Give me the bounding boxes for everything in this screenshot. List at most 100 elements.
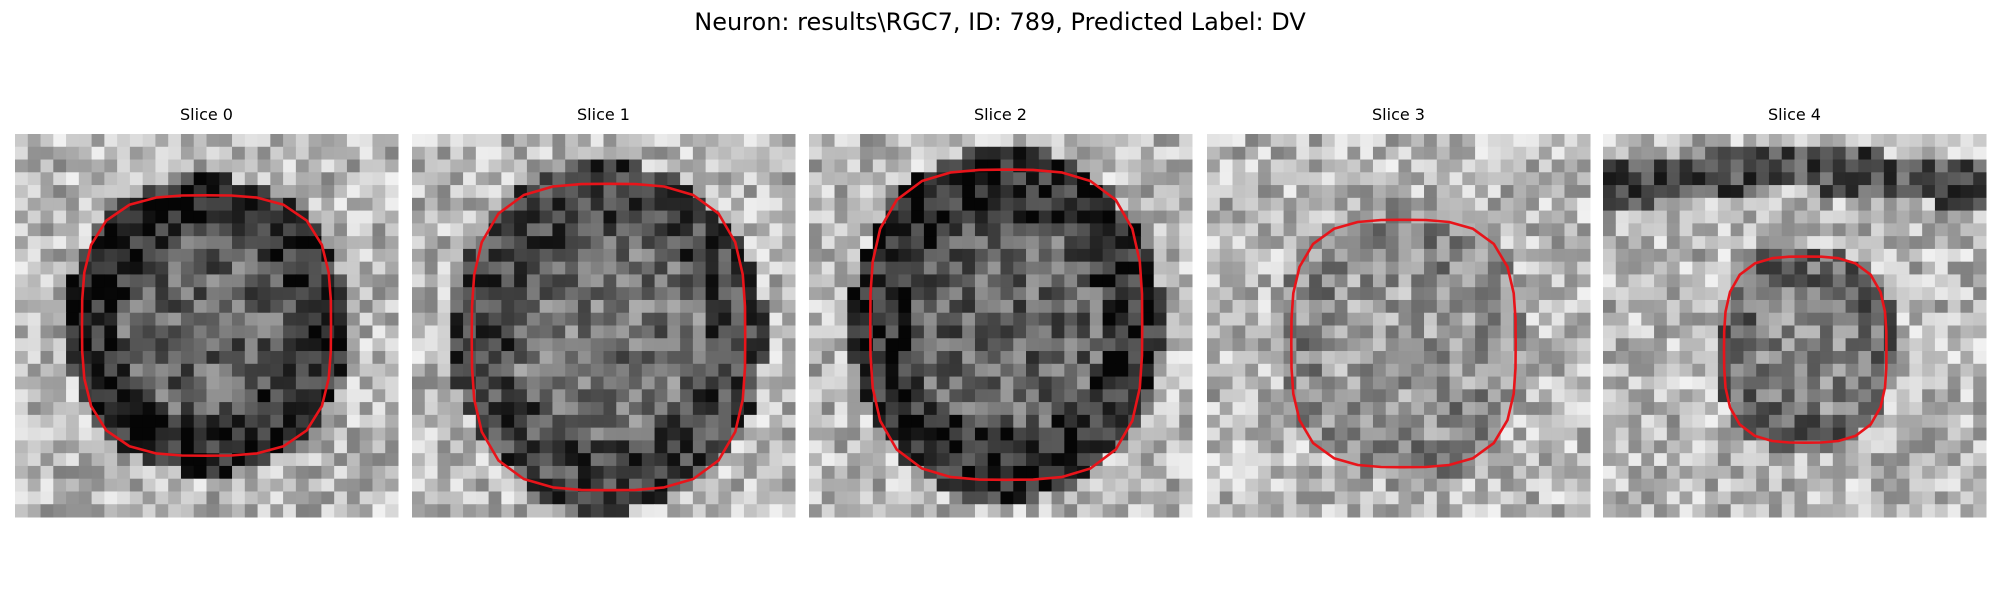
pixel <box>1051 210 1065 224</box>
pixel <box>885 172 899 186</box>
pixel <box>1973 299 1987 314</box>
pixel <box>66 261 80 275</box>
pixel <box>782 325 796 339</box>
pixel <box>692 146 707 161</box>
pixel <box>1896 287 1910 301</box>
pixel <box>1705 465 1719 480</box>
pixel <box>1013 376 1027 390</box>
pixel <box>1296 440 1310 454</box>
pixel <box>1115 312 1129 326</box>
pixel <box>641 261 656 275</box>
pixel <box>565 427 579 441</box>
pixel <box>539 427 553 441</box>
pixel <box>424 134 439 148</box>
pixel <box>501 210 515 224</box>
pixel <box>1654 465 1668 480</box>
pixel <box>117 172 131 186</box>
pixel <box>66 351 80 365</box>
pixel <box>847 134 861 148</box>
pixel <box>1347 236 1361 250</box>
pixel <box>463 402 477 416</box>
pixel <box>1166 363 1180 378</box>
pixel <box>450 338 464 352</box>
pixel <box>142 402 156 416</box>
pixel <box>219 414 233 429</box>
pixel <box>15 261 29 275</box>
pixel <box>1807 465 1821 480</box>
pixel <box>1321 261 1336 275</box>
pixel <box>450 440 464 454</box>
pixel <box>1922 159 1936 173</box>
pixel <box>565 159 579 173</box>
pixel <box>1845 197 1859 212</box>
pixel <box>1896 440 1910 454</box>
pixel <box>232 159 246 173</box>
pixel <box>1973 261 1987 275</box>
pixel <box>1538 363 1553 378</box>
pixel <box>1013 197 1027 212</box>
pixel <box>1641 389 1655 403</box>
pixel <box>1538 351 1553 365</box>
pixel <box>731 287 745 301</box>
pixel <box>66 312 80 326</box>
pixel <box>667 274 681 288</box>
pixel <box>1398 363 1412 378</box>
pixel <box>1026 491 1040 505</box>
pixel <box>756 478 770 492</box>
pixel <box>1845 159 1859 173</box>
pixel <box>129 389 144 403</box>
pixel <box>91 172 105 186</box>
pixel <box>834 376 848 390</box>
pixel <box>346 274 361 288</box>
pixel <box>1013 338 1027 352</box>
pixel <box>270 363 284 378</box>
pixel <box>1934 236 1949 250</box>
pixel <box>1666 261 1681 275</box>
pixel <box>1947 134 1961 148</box>
pixel <box>424 414 439 429</box>
pixel <box>1038 287 1053 301</box>
pixel <box>1411 287 1425 301</box>
pixel <box>1922 261 1936 275</box>
pixel <box>603 465 617 480</box>
pixel <box>488 299 502 314</box>
pixel <box>1296 287 1310 301</box>
pixel <box>1360 248 1374 263</box>
pixel <box>1398 325 1412 339</box>
pixel <box>270 491 284 505</box>
contour <box>1722 255 1888 445</box>
pixel <box>1166 402 1180 416</box>
pixel <box>129 478 144 492</box>
pixel <box>718 312 732 326</box>
pixel <box>1768 134 1783 148</box>
pixel <box>1128 414 1142 429</box>
pixel <box>1475 478 1489 492</box>
pixel <box>860 427 874 441</box>
pixel <box>1845 478 1859 492</box>
pixel <box>1960 363 1974 378</box>
pixel <box>232 261 246 275</box>
pixel <box>1768 504 1783 518</box>
pixel <box>514 172 528 186</box>
pixel <box>91 363 105 378</box>
pixel <box>962 134 976 148</box>
pixel <box>1615 146 1630 161</box>
pixel <box>155 427 169 441</box>
pixel <box>577 134 592 148</box>
pixel <box>1000 363 1014 378</box>
pixel <box>1207 363 1221 378</box>
pixel <box>372 491 386 505</box>
pixel <box>782 185 796 199</box>
pixel <box>53 261 67 275</box>
pixel <box>1564 274 1578 288</box>
pixel <box>412 185 426 199</box>
pixel <box>193 504 207 518</box>
pixel <box>1500 197 1514 212</box>
pixel <box>1064 210 1078 224</box>
pixel <box>936 274 950 288</box>
pixel <box>321 274 335 288</box>
pixel <box>860 414 874 429</box>
pixel <box>1577 172 1591 186</box>
pixel <box>257 402 271 416</box>
pixel <box>1845 248 1859 263</box>
